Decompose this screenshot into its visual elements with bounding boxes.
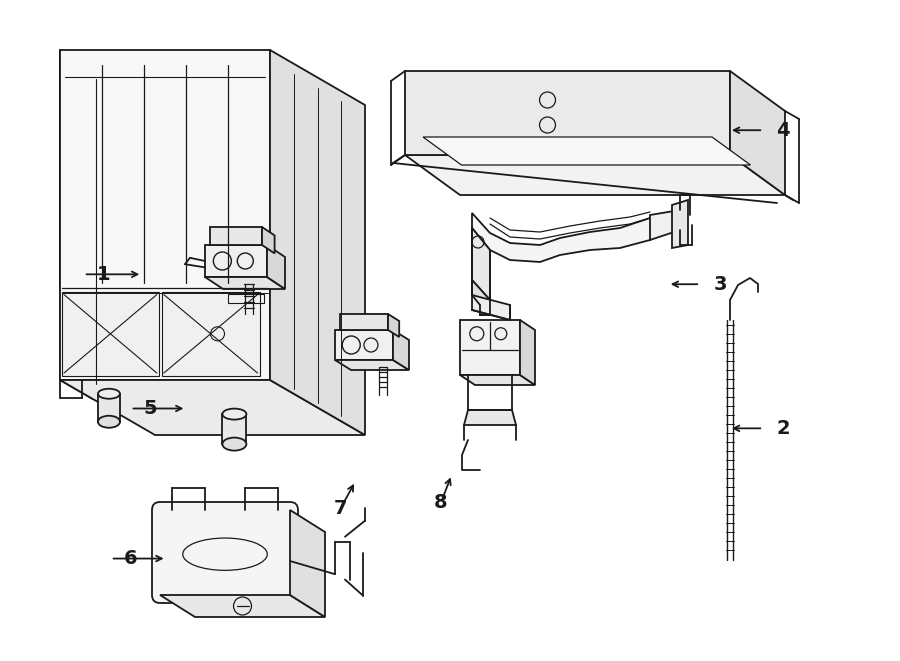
Text: 4: 4 xyxy=(776,121,790,139)
Text: 5: 5 xyxy=(143,399,157,418)
Polygon shape xyxy=(205,245,267,277)
Ellipse shape xyxy=(222,408,247,420)
Text: 1: 1 xyxy=(96,265,111,284)
Ellipse shape xyxy=(98,416,120,428)
Polygon shape xyxy=(423,137,751,165)
Polygon shape xyxy=(393,330,409,370)
Text: 8: 8 xyxy=(434,493,448,512)
Polygon shape xyxy=(210,227,262,245)
Text: 2: 2 xyxy=(776,419,790,438)
Ellipse shape xyxy=(222,438,247,451)
Polygon shape xyxy=(472,295,510,320)
Polygon shape xyxy=(290,510,325,617)
Polygon shape xyxy=(162,292,259,376)
Text: 6: 6 xyxy=(123,549,138,568)
Polygon shape xyxy=(270,50,365,435)
Polygon shape xyxy=(405,71,730,155)
Polygon shape xyxy=(520,320,535,385)
Polygon shape xyxy=(60,380,365,435)
Polygon shape xyxy=(98,394,120,422)
Text: 3: 3 xyxy=(713,275,727,293)
Polygon shape xyxy=(262,227,274,253)
Polygon shape xyxy=(472,213,670,262)
Polygon shape xyxy=(60,50,94,399)
Polygon shape xyxy=(650,210,680,240)
Polygon shape xyxy=(464,410,516,425)
Polygon shape xyxy=(730,71,785,195)
Polygon shape xyxy=(472,280,490,315)
Polygon shape xyxy=(335,330,393,360)
Polygon shape xyxy=(405,155,785,195)
Polygon shape xyxy=(672,200,688,248)
Bar xyxy=(228,293,264,303)
Polygon shape xyxy=(388,314,400,337)
Ellipse shape xyxy=(98,389,120,399)
Polygon shape xyxy=(205,277,285,289)
Polygon shape xyxy=(160,595,325,617)
Polygon shape xyxy=(222,414,247,444)
FancyBboxPatch shape xyxy=(152,502,298,603)
Polygon shape xyxy=(472,228,490,300)
Polygon shape xyxy=(335,360,409,370)
Polygon shape xyxy=(460,375,535,385)
Polygon shape xyxy=(460,320,520,375)
Polygon shape xyxy=(267,245,285,289)
Polygon shape xyxy=(340,314,388,330)
Polygon shape xyxy=(62,292,158,376)
Text: 7: 7 xyxy=(333,500,347,518)
Polygon shape xyxy=(60,50,270,380)
